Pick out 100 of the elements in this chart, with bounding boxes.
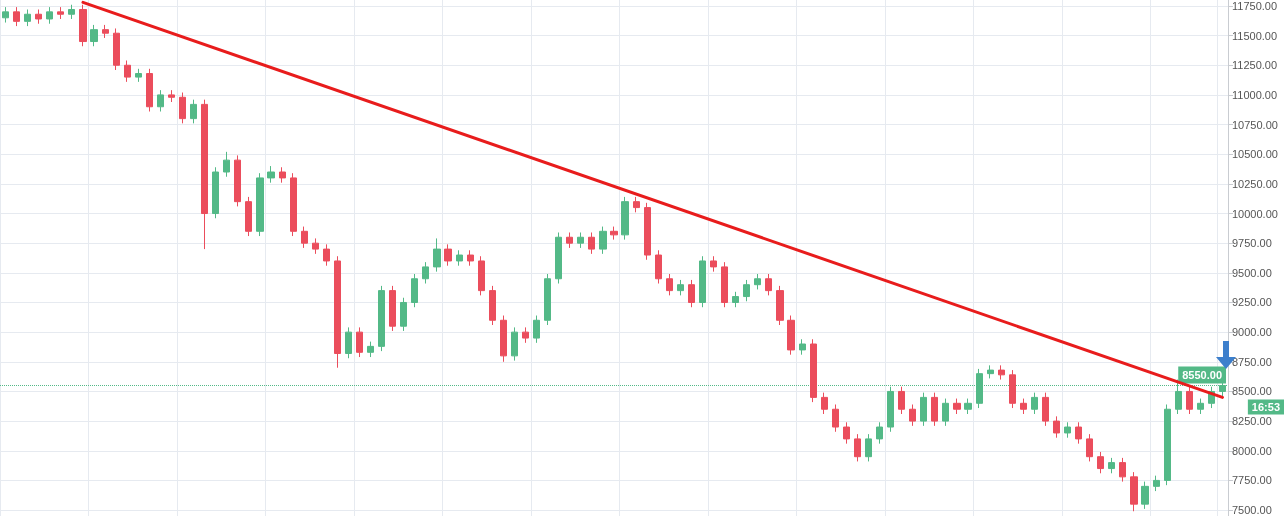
y-tick-label: 7500.00 (1232, 504, 1272, 516)
y-tick-label: 9000.00 (1232, 326, 1272, 339)
candlestick (1009, 369, 1016, 409)
candlestick (79, 4, 87, 47)
text: 16:53 (1251, 401, 1281, 414)
candlestick (389, 285, 396, 332)
candlestick (688, 279, 695, 308)
candlestick (1075, 421, 1082, 445)
candlestick (290, 172, 297, 237)
candlestick (1164, 404, 1171, 486)
candlestick (555, 232, 562, 284)
candlestick (511, 326, 518, 362)
candlestick (378, 285, 385, 352)
candlestick (964, 398, 972, 415)
y-tick-label: 8000.00 (1232, 444, 1272, 457)
candlestick (898, 386, 905, 415)
candlestick (146, 68, 153, 112)
candlestick (998, 364, 1005, 381)
candlestick (699, 255, 706, 308)
candlestick (776, 285, 784, 326)
candlestick (677, 279, 684, 296)
candlestick (400, 297, 407, 332)
candlestick (544, 273, 551, 326)
candlestick (810, 338, 817, 403)
candlestick (1064, 421, 1071, 439)
candlestick (422, 261, 429, 284)
candlestick (35, 8, 42, 25)
candlestick (743, 279, 750, 302)
candlestick (854, 433, 861, 462)
candlestick (533, 315, 540, 344)
candlestick (566, 232, 573, 249)
y-tick-label: 9250.00 (1232, 296, 1272, 309)
y-tick-label: 11500.00 (1232, 29, 1278, 42)
y-tick-label: 11250.00 (1232, 59, 1278, 72)
candlestick (953, 398, 961, 415)
candlestick (433, 237, 441, 273)
candlestick (865, 433, 872, 462)
candlestick (754, 273, 761, 290)
candlestick (1086, 433, 1093, 462)
candlestick (279, 166, 286, 184)
candlestick (1042, 392, 1049, 427)
candlestick (599, 226, 607, 255)
candlestick (1053, 415, 1060, 439)
candlestick (1119, 457, 1126, 483)
candlestick (832, 404, 839, 433)
candlestick (190, 99, 197, 124)
candlestick (588, 232, 595, 255)
candlestick (168, 89, 175, 103)
candlestick (1020, 398, 1027, 415)
candlestick (201, 99, 208, 250)
candlestick (467, 249, 474, 267)
candlestick (312, 237, 319, 255)
y-tick-label: 10750.00 (1232, 118, 1278, 131)
candlestick (821, 392, 828, 415)
candlestick (256, 172, 264, 237)
candlestick (345, 326, 352, 359)
y-tick-label: 10000.00 (1232, 207, 1278, 220)
y-tick-label: 10250.00 (1232, 177, 1278, 190)
y-tick-label: 11000.00 (1232, 88, 1278, 101)
y-tick-label: 9500.00 (1232, 266, 1272, 279)
candlestick (234, 154, 241, 207)
y-tick-label: 11750.00 (1232, 0, 1278, 12)
candlestick (102, 24, 109, 39)
candlestick (90, 24, 98, 47)
candlestick (113, 27, 120, 71)
candlestick (799, 338, 806, 356)
candlestick (577, 232, 584, 249)
y-tick-label: 8750.00 (1232, 355, 1272, 368)
candlestick (356, 326, 363, 358)
candlestick (610, 226, 618, 241)
candlestick (666, 273, 673, 296)
candlestick (710, 255, 717, 273)
candlestick (2, 6, 9, 24)
candlestick (245, 196, 252, 237)
y-tick-label: 8500.00 (1232, 385, 1272, 398)
candlestick (843, 421, 850, 445)
candlestick (24, 8, 31, 27)
candlestick (478, 255, 485, 296)
candlestick (46, 6, 53, 25)
candlestick (301, 226, 308, 249)
candlestick (644, 202, 651, 261)
candlestick (212, 166, 219, 219)
candlestick (367, 341, 374, 358)
candlestick (411, 273, 418, 308)
candlestick (787, 315, 795, 356)
candlestick (135, 68, 142, 83)
candlestick (57, 6, 64, 20)
candlestick (633, 196, 640, 213)
candlestick (1153, 475, 1160, 492)
candlestick (1130, 471, 1138, 512)
candlestick (721, 261, 728, 308)
candlestick (732, 291, 739, 308)
candlestick (522, 326, 529, 344)
candlestick (456, 249, 463, 267)
candlestick (13, 6, 20, 27)
candlestick (1197, 398, 1204, 415)
candlestick (621, 196, 629, 241)
candlestick (876, 421, 883, 445)
candlestick (500, 315, 507, 363)
candlestick (334, 255, 341, 369)
